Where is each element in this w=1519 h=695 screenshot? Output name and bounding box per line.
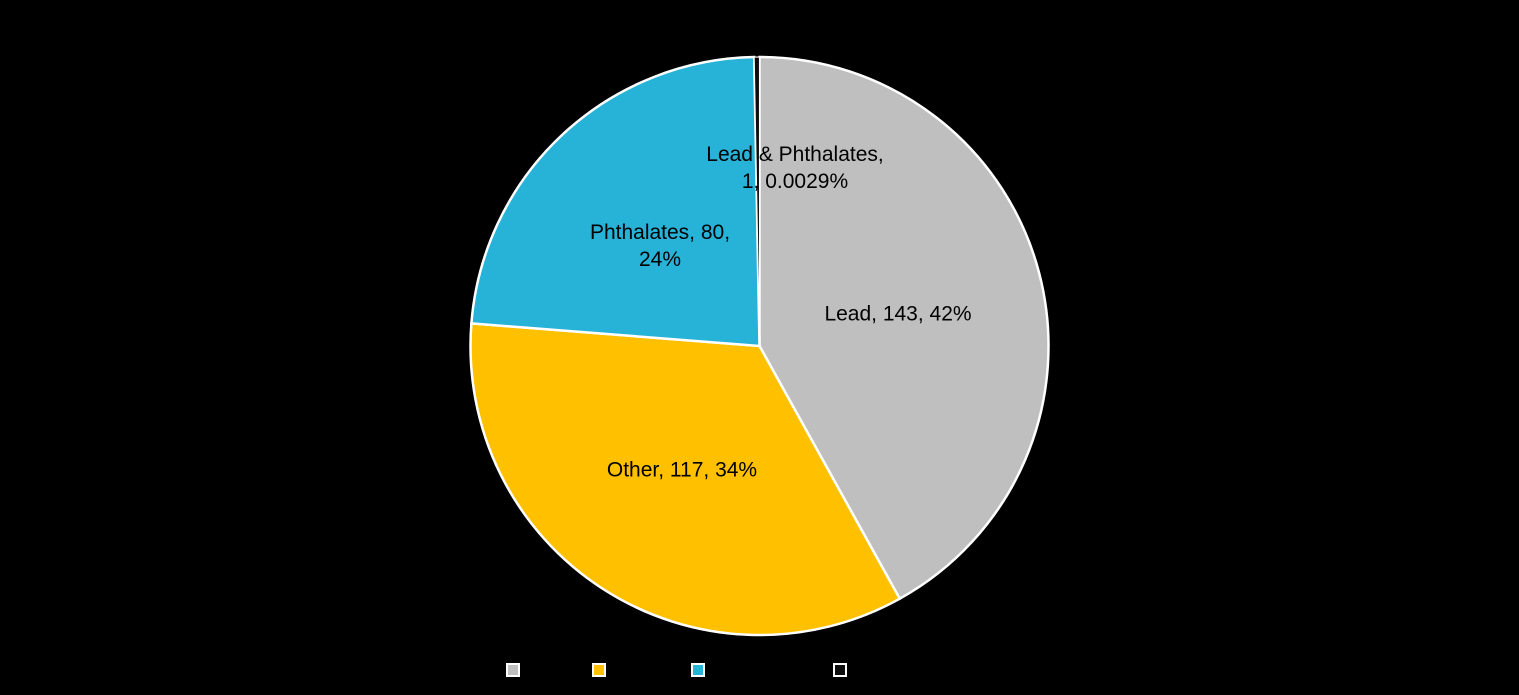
data-label-line: 1, 0.0029% xyxy=(741,170,849,193)
data-label-lead: Lead, 143, 42% xyxy=(824,301,971,328)
data-label-line: Lead & Phthalates, xyxy=(706,143,884,166)
legend-swatch-lead xyxy=(506,662,520,677)
data-label-lead-phthalates: Lead & Phthalates, 1, 0.0029% xyxy=(706,141,883,195)
legend-item-phthalates: Phthalates xyxy=(691,659,802,680)
legend-label-other: Other xyxy=(613,659,661,680)
legend-swatch-lead-phthalates xyxy=(833,662,847,677)
data-label-other: Other, 117, 34% xyxy=(607,457,757,484)
pie-slice-lead-phthalates xyxy=(753,56,761,347)
pie-slice-other xyxy=(469,322,902,637)
pie-slice-lead xyxy=(758,55,1050,601)
legend-label-phthalates: Phthalates xyxy=(712,659,802,680)
data-label-line: Lead, 143, 42% xyxy=(824,302,972,326)
legend-item-other: Other xyxy=(592,659,661,680)
legend-label-lead: Lead xyxy=(527,659,570,680)
data-label-phthalates: Phthalates, 80, 24% xyxy=(590,219,730,273)
legend-item-lead: Lead xyxy=(506,659,570,680)
legend-swatch-other xyxy=(592,662,606,677)
data-label-line: Phthalates, 80, xyxy=(589,221,731,244)
data-label-line: 24% xyxy=(638,248,682,271)
pie-slice-phthalates xyxy=(470,55,761,348)
legend-label-lead-phthalates: Lead & Phthalates xyxy=(854,659,1010,680)
data-label-line: Other, 117, 34% xyxy=(606,458,758,482)
legend-swatch-phthalates xyxy=(691,662,705,677)
legend-item-lead-phthalates: Lead & Phthalates xyxy=(833,659,1010,680)
